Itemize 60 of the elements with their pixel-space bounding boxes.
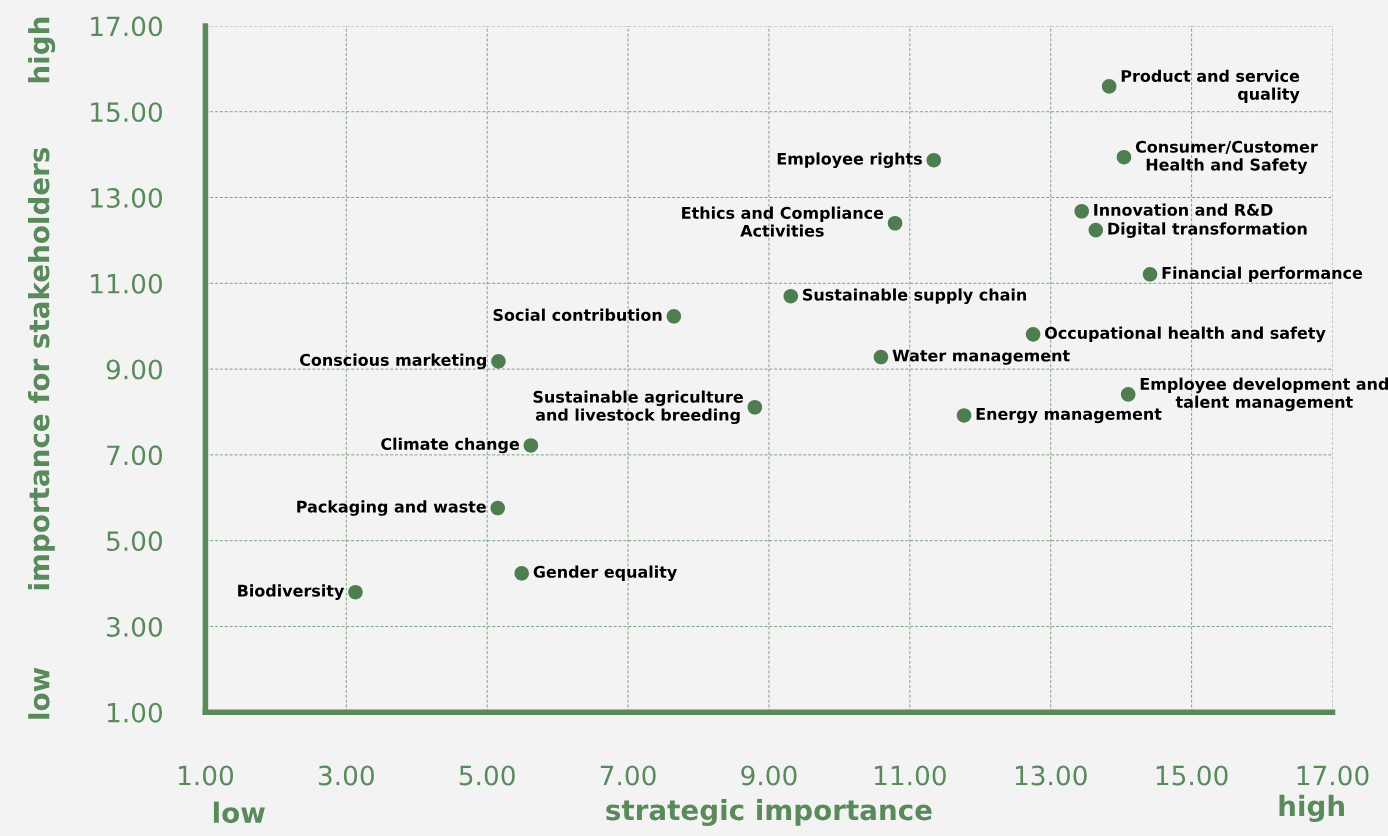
annotation: Digital transformation — [1108, 222, 1307, 238]
annotation: Employee rights — [777, 152, 922, 168]
annotation: Conscious marketing — [299, 353, 487, 370]
point — [490, 500, 506, 516]
y-axis-title: importance for stakeholders — [27, 147, 55, 590]
annotation: Ethics and Compliance Activities — [682, 206, 884, 237]
point — [926, 152, 942, 168]
annotation: Social contribution — [493, 308, 662, 321]
point — [873, 349, 889, 365]
point — [1116, 149, 1132, 165]
point — [348, 584, 363, 600]
point — [491, 354, 506, 369]
annotation: Sustainable supply chain — [803, 288, 1027, 304]
text: low — [213, 801, 265, 824]
text: low — [28, 667, 50, 719]
point — [783, 288, 799, 304]
x-tick-label: 15.00 — [1156, 765, 1228, 786]
y-tick-label: 11.00 — [91, 273, 162, 294]
text: high — [1279, 794, 1344, 822]
x-axis-title: strategic importance — [606, 798, 932, 827]
annotation: Product and service quality — [1121, 69, 1300, 104]
point — [1088, 222, 1104, 238]
annotation: Gender equality — [533, 565, 677, 582]
point — [1074, 203, 1089, 219]
annotation: Consumer/Customer Health and Safety — [1135, 140, 1318, 174]
x-tick-label: 7.00 — [600, 765, 656, 786]
annotation: Packaging and waste — [297, 500, 486, 516]
annotation: Water management — [892, 349, 1070, 365]
annotation: Biodiversity — [238, 584, 345, 600]
y-tick-label: 17.00 — [91, 16, 162, 37]
x-tick-label: 5.00 — [459, 765, 515, 786]
y-tick-label: 5.00 — [107, 531, 163, 552]
point — [747, 399, 763, 415]
y-tick-label: 3.00 — [107, 616, 163, 637]
annotation: Occupational health and safety — [1045, 326, 1326, 343]
annotation: Financial performance — [1162, 266, 1363, 283]
annotation: Innovation and R&D — [1094, 203, 1273, 216]
x-tick-label: 13.00 — [1015, 765, 1087, 786]
point — [956, 408, 972, 423]
x-tick-label: 3.00 — [318, 765, 374, 786]
point — [1025, 327, 1041, 342]
point — [1142, 267, 1158, 282]
x-tick-label: 9.00 — [741, 765, 797, 786]
x-tick-label: 17.00 — [1297, 765, 1369, 786]
point — [666, 309, 682, 324]
point — [887, 215, 903, 231]
point — [1120, 387, 1136, 402]
y-tick-label: 7.00 — [107, 445, 163, 466]
point — [1101, 79, 1117, 94]
y-tick-label: 13.00 — [91, 187, 162, 208]
y-tick-label: 15.00 — [91, 102, 162, 123]
x-tick-label: 11.00 — [874, 765, 946, 786]
text: high — [28, 17, 56, 83]
point — [523, 438, 539, 453]
y-tick-label: 9.00 — [106, 359, 163, 380]
annotation: Climate change — [381, 437, 519, 454]
x-tick-label: 1.00 — [178, 765, 234, 786]
point — [514, 566, 529, 581]
annotation: Sustainable agriculture and livestock breeding — [533, 390, 743, 425]
y-tick-label: 1.00 — [107, 702, 163, 723]
